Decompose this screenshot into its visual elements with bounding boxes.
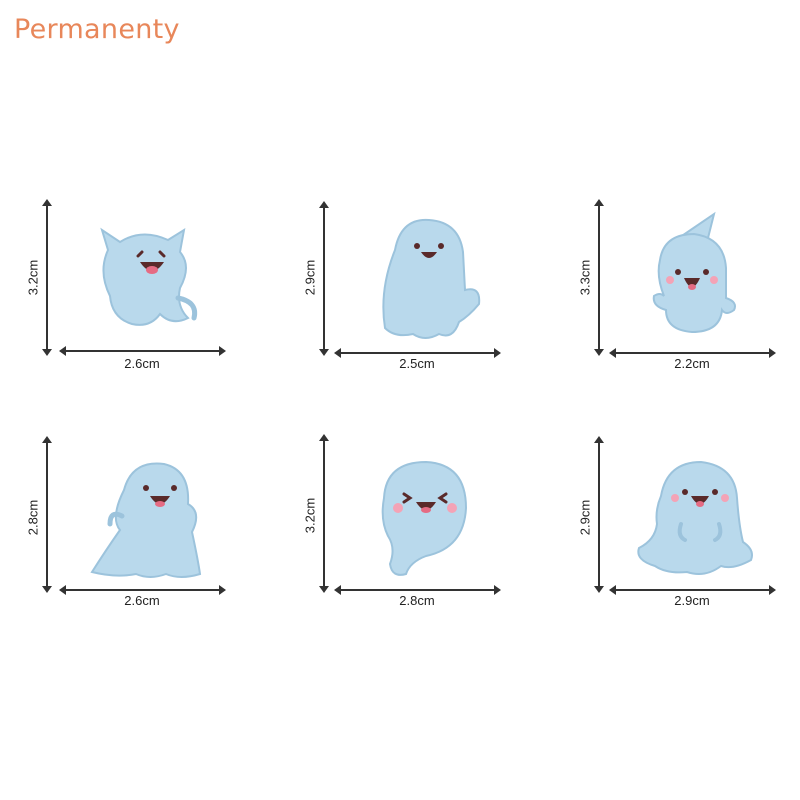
figure-card-5: 3.2cm 2.8cm [295,430,525,608]
height-arrow [42,436,52,593]
height-label: 2.9cm [302,259,318,296]
brand-watermark: Permanenty [14,14,180,45]
ghost-horned-icon [100,227,198,326]
height-label: 3.3cm [577,259,593,296]
width-label: 2.8cm [399,593,435,608]
width-label: 2.6cm [124,356,160,371]
width-arrow [59,346,226,356]
height-arrow [319,201,329,356]
height-arrow [319,434,329,593]
width-label: 2.2cm [674,356,710,371]
height-label: 3.2cm [302,497,318,534]
ghost-tail-icon [381,460,468,576]
ghost-hat-icon [652,211,736,334]
height-arrow [594,199,604,356]
height-label: 3.2cm [25,259,41,296]
height-label: 2.8cm [25,499,41,536]
ghost-sheet-icon [382,218,481,339]
width-arrow [609,348,776,358]
height-arrow [42,199,52,356]
height-arrow [594,436,604,593]
width-label: 2.5cm [399,356,435,371]
figure-card-6: 2.9cm 2.9cm [570,430,800,608]
figure-card-3: 3.3cm 2.2cm [570,195,800,371]
ghost-waving-icon [90,462,202,578]
figure-card-2: 2.9cm 2.5cm [295,195,525,371]
width-label: 2.9cm [674,593,710,608]
figure-card-4: 2.8cm 2.6cm [20,430,250,608]
width-arrow [334,348,501,358]
width-arrow [59,585,226,595]
width-arrow [609,585,776,595]
ghost-round-icon [637,460,753,575]
figure-card-1: 3.2cm 2.6cm [20,195,250,371]
width-arrow [334,585,501,595]
width-label: 2.6cm [124,593,160,608]
height-label: 2.9cm [577,499,593,536]
